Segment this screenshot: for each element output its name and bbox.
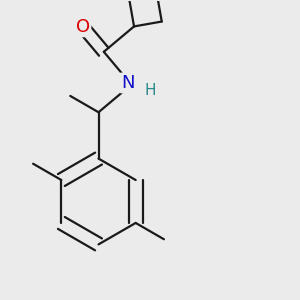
Text: N: N	[121, 74, 135, 92]
Text: H: H	[145, 83, 156, 98]
Text: O: O	[76, 18, 90, 36]
